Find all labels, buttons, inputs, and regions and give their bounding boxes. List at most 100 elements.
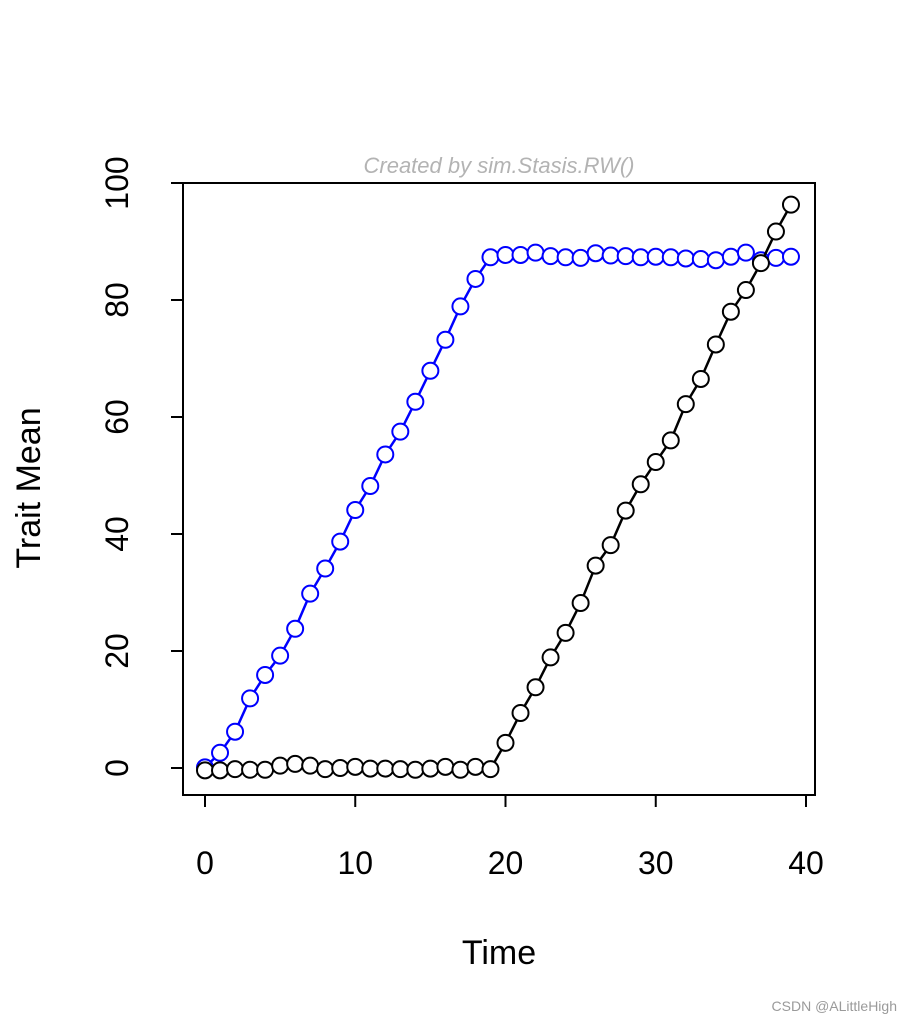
data-point-blue xyxy=(496,245,515,264)
series-blue xyxy=(196,243,800,777)
data-point-blue xyxy=(541,247,560,266)
data-point-blue xyxy=(331,532,350,551)
data-point-black xyxy=(316,760,335,779)
data-point-blue xyxy=(781,247,800,266)
data-point-blue xyxy=(646,247,665,266)
data-point-black xyxy=(781,195,800,214)
y-axis: 0 20 40 60 80 100 xyxy=(99,156,184,777)
data-point-blue xyxy=(451,297,470,316)
data-point-blue xyxy=(481,248,500,267)
data-point-black xyxy=(421,759,440,778)
data-point-blue xyxy=(211,743,230,762)
data-point-black xyxy=(451,760,470,779)
data-point-black xyxy=(406,760,425,779)
x-tick-label: 40 xyxy=(788,845,824,881)
data-point-black xyxy=(571,594,590,613)
x-axis-title: Time xyxy=(462,934,536,972)
data-point-blue xyxy=(661,248,680,267)
y-tick-label: 80 xyxy=(99,282,135,318)
data-point-black xyxy=(196,761,214,780)
data-point-blue xyxy=(601,246,620,265)
x-axis: 0 10 20 30 40 xyxy=(196,794,824,881)
series-line-black xyxy=(205,204,793,772)
data-point-black xyxy=(211,761,230,780)
y-tick-label: 40 xyxy=(99,516,135,552)
data-point-black xyxy=(616,501,635,520)
data-point-blue xyxy=(436,330,455,349)
data-point-blue xyxy=(361,477,380,496)
data-point-blue xyxy=(676,249,695,268)
x-tick-label: 30 xyxy=(638,845,674,881)
data-point-black xyxy=(391,760,410,779)
data-point-black xyxy=(361,759,380,778)
data-point-blue xyxy=(226,722,245,741)
chart-subtitle: Created by sim.Stasis.RW() xyxy=(364,153,635,178)
plot-frame xyxy=(182,182,816,796)
series-line-blue xyxy=(204,251,792,769)
data-point-black xyxy=(331,759,350,777)
y-tick-label: 100 xyxy=(99,156,135,209)
data-point-black xyxy=(706,335,725,354)
x-tick-label: 20 xyxy=(488,845,524,881)
series-black xyxy=(196,195,800,780)
data-point-black xyxy=(466,757,485,776)
data-point-black xyxy=(751,254,770,273)
data-point-blue xyxy=(706,251,725,270)
data-point-black xyxy=(241,760,260,779)
y-tick-label: 20 xyxy=(99,633,135,669)
data-point-blue xyxy=(406,392,425,411)
data-point-blue xyxy=(301,584,320,603)
data-point-black xyxy=(691,369,710,388)
data-point-blue xyxy=(376,445,395,464)
data-point-black xyxy=(526,678,545,697)
data-point-black xyxy=(226,760,245,779)
y-tick-label: 0 xyxy=(99,759,135,777)
data-point-black xyxy=(256,760,275,779)
data-point-black xyxy=(376,759,395,778)
data-point-blue xyxy=(526,243,545,262)
data-point-black xyxy=(556,623,575,642)
data-point-blue xyxy=(316,559,335,578)
y-axis-title: Trait Mean xyxy=(10,407,48,568)
x-tick-label: 10 xyxy=(337,845,373,881)
data-point-black xyxy=(631,475,650,494)
data-point-black xyxy=(601,536,620,555)
data-point-black xyxy=(346,757,365,776)
data-point-black xyxy=(511,704,530,723)
data-point-black xyxy=(541,648,560,667)
data-point-blue xyxy=(766,248,785,267)
data-point-blue xyxy=(616,247,635,266)
data-point-blue xyxy=(631,248,650,267)
data-point-black xyxy=(766,222,785,241)
data-point-black xyxy=(496,733,515,752)
data-point-black xyxy=(271,756,290,775)
data-point-blue xyxy=(421,361,440,380)
data-point-blue xyxy=(391,422,410,441)
data-point-black xyxy=(286,754,305,773)
data-point-blue xyxy=(241,689,260,708)
series-layer xyxy=(196,195,800,780)
data-point-black xyxy=(646,453,665,472)
data-point-blue xyxy=(511,245,530,264)
data-point-blue xyxy=(736,243,755,262)
data-point-blue xyxy=(721,247,740,266)
data-point-blue xyxy=(556,248,575,267)
x-tick-label: 0 xyxy=(196,845,214,881)
data-point-black xyxy=(661,431,680,450)
data-point-black xyxy=(301,756,320,775)
data-point-black xyxy=(736,281,755,300)
y-tick-label: 60 xyxy=(99,399,135,435)
data-point-blue xyxy=(271,646,290,665)
data-point-blue xyxy=(466,269,485,288)
data-point-blue xyxy=(571,248,590,267)
data-point-blue xyxy=(286,619,305,638)
data-point-blue xyxy=(346,501,365,520)
data-point-black xyxy=(721,302,740,321)
data-point-black xyxy=(586,556,605,575)
data-point-blue xyxy=(586,244,605,263)
data-point-black xyxy=(481,760,500,779)
watermark: CSDN @ALittleHigh xyxy=(771,998,897,1014)
data-point-black xyxy=(676,395,695,414)
data-point-blue xyxy=(256,665,275,684)
